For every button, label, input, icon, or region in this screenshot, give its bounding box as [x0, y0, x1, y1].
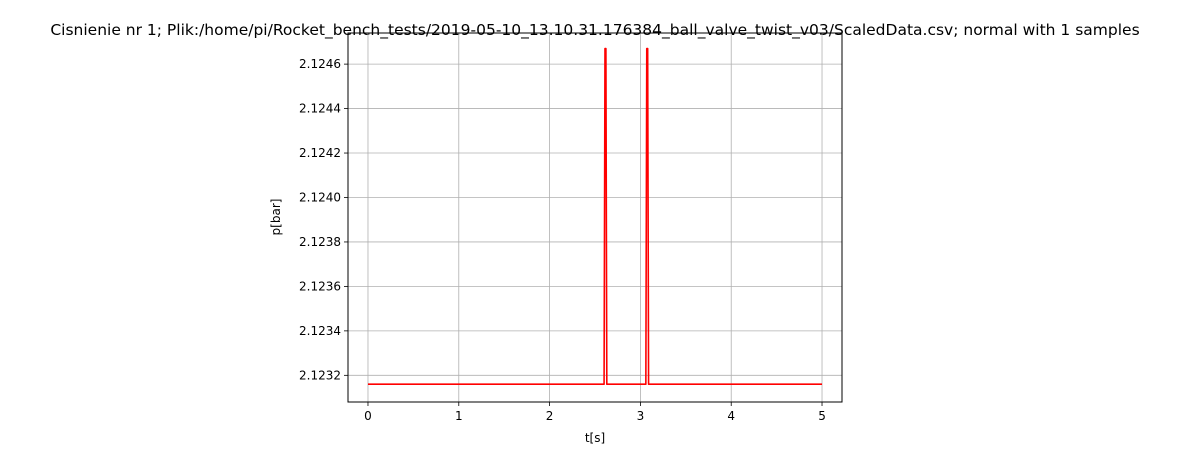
plot-frame — [347, 32, 843, 403]
series-layer — [367, 47, 823, 386]
x-tick-label: 2 — [546, 409, 554, 423]
x-axis-label: t[s] — [585, 431, 605, 445]
x-tick-label: 5 — [818, 409, 826, 423]
y-tick-label: 2.1238 — [299, 235, 341, 249]
y-tick-label: 2.1236 — [299, 279, 341, 293]
x-tick-label: 0 — [364, 409, 372, 423]
y-tick-label: 2.1242 — [299, 146, 341, 160]
y-axis-label: p[bar] — [269, 199, 283, 236]
x-tick-label: 3 — [637, 409, 645, 423]
y-tick-label: 2.1234 — [299, 324, 341, 338]
y-tick-label: 2.1240 — [299, 190, 341, 204]
y-tick-label: 2.1232 — [299, 368, 341, 382]
y-tick-label: 2.1244 — [299, 102, 341, 116]
series-line-0 — [367, 47, 823, 386]
x-tick-label: 4 — [727, 409, 735, 423]
y-tick-label: 2.1246 — [299, 57, 341, 71]
grid-lines — [348, 33, 842, 402]
chart-title: Cisnienie nr 1; Plik:/home/pi/Rocket_ben… — [50, 21, 1139, 40]
tick-layer: 0 1 2 3 4 5 2.1232 2.1234 2.1236 2.1238 2.1240 2.12… — [299, 57, 826, 423]
x-tick-label: 1 — [455, 409, 463, 423]
